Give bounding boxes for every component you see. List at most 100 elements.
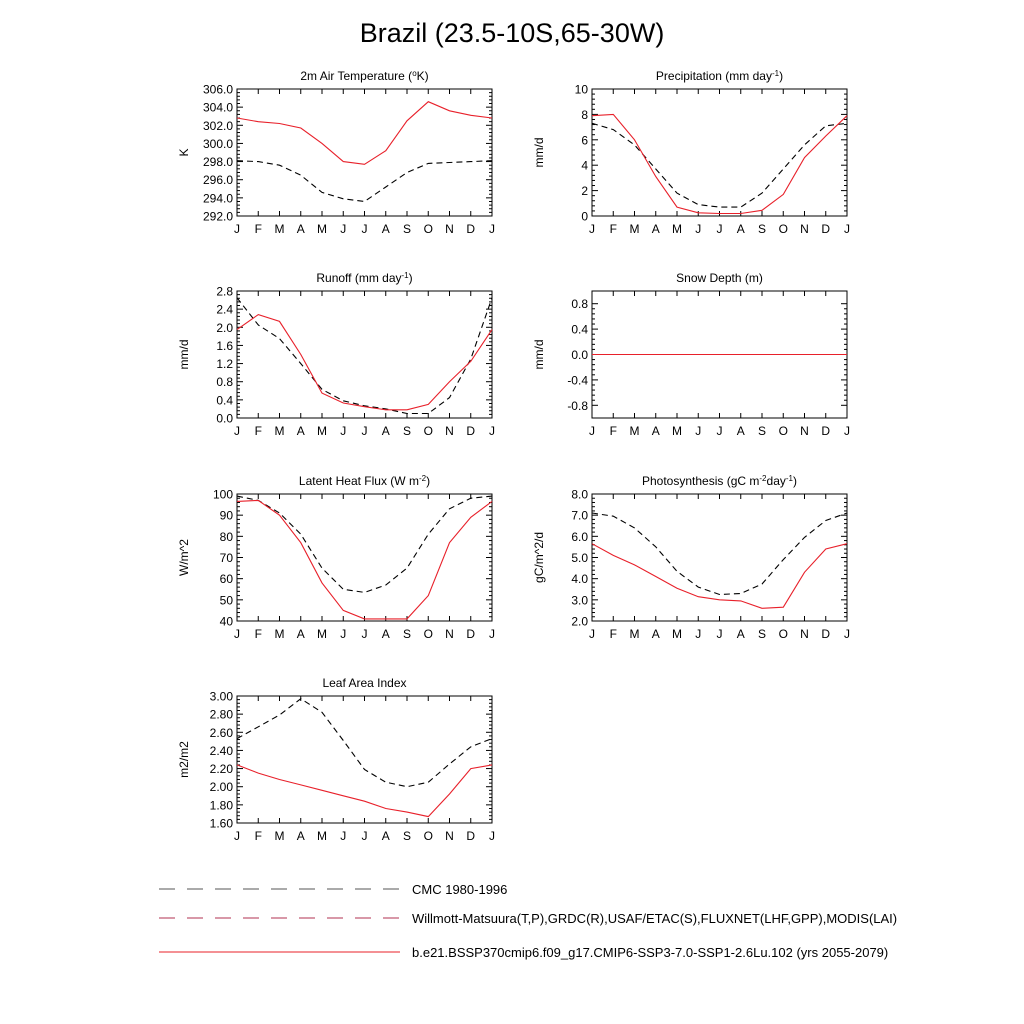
panel-title: Photosynthesis (gC m-2day-1)	[642, 474, 797, 489]
x-tick-label: J	[234, 424, 240, 438]
x-tick-label: N	[800, 627, 809, 641]
panel-title: Leaf Area Index	[322, 676, 406, 690]
x-tick-label: D	[466, 222, 475, 236]
series-line-model	[236, 101, 493, 165]
y-tick-label: 4.0	[571, 572, 588, 586]
x-tick-label: N	[445, 627, 454, 641]
x-tick-label: A	[652, 627, 660, 641]
x-tick-label: F	[610, 222, 617, 236]
y-tick-label: 0.0	[571, 348, 588, 362]
x-tick-label: F	[255, 829, 262, 843]
x-tick-label: D	[466, 424, 475, 438]
x-tick-label: A	[382, 424, 390, 438]
x-tick-label: A	[297, 829, 305, 843]
y-tick-label: 294.0	[203, 191, 233, 205]
panel-title: Latent Heat Flux (W m-2)	[299, 474, 430, 489]
x-tick-label: N	[445, 222, 454, 236]
x-tick-label: J	[717, 424, 723, 438]
series-line-model	[236, 313, 493, 411]
x-tick-label: A	[737, 627, 745, 641]
y-tick-label: 80	[220, 530, 234, 544]
figure-title: Brazil (23.5-10S,65-30W)	[359, 18, 665, 48]
series-line-observed	[236, 297, 493, 415]
x-tick-label: J	[589, 424, 595, 438]
y-tick-label: 6.0	[571, 530, 588, 544]
x-tick-label: J	[589, 627, 595, 641]
plot-frame	[591, 88, 848, 217]
series-line-model	[591, 543, 848, 609]
x-tick-label: J	[695, 424, 701, 438]
y-tick-label: 1.80	[210, 798, 234, 812]
x-tick-label: F	[610, 424, 617, 438]
x-tick-label: A	[737, 222, 745, 236]
y-tick-label: 2.8	[216, 285, 233, 299]
x-tick-label: S	[403, 424, 411, 438]
x-tick-label: D	[466, 829, 475, 843]
panel-3: J F M A M J J A S O N D J0.00.40.81.21.62.02.42.8Run…	[177, 271, 495, 439]
series-line-observed	[236, 160, 493, 203]
y-tick-label: 0.0	[216, 412, 233, 426]
y-tick-label: 50	[220, 593, 234, 607]
y-tick-label: 60	[220, 572, 234, 586]
plot-frame	[591, 493, 848, 622]
x-tick-label: F	[255, 222, 262, 236]
x-tick-label: D	[466, 627, 475, 641]
y-tick-label: 2	[581, 184, 588, 198]
plot-frame	[236, 695, 493, 824]
x-tick-label: S	[758, 424, 766, 438]
panel-title: Snow Depth (m)	[676, 271, 763, 285]
y-axis-label: mm/d	[532, 138, 546, 168]
legend-item: b.e21.BSSP370cmip6.f09_g17.CMIP6-SSP3-7.…	[159, 945, 888, 960]
y-tick-label: 2.00	[210, 780, 234, 794]
x-tick-label: O	[424, 627, 433, 641]
legend-label: Willmott-Matsuura(T,P),GRDC(R),USAF/ETAC…	[412, 911, 897, 926]
legend-label: CMC 1980-1996	[412, 882, 507, 897]
x-tick-label: M	[275, 627, 285, 641]
x-tick-label: M	[672, 222, 682, 236]
series-line-observed	[236, 698, 493, 788]
panel-1: J F M A M J J A S O N D J292.0294.0296.0298.0300.030…	[177, 69, 495, 237]
x-tick-label: J	[489, 222, 495, 236]
y-tick-label: -0.8	[567, 399, 588, 413]
x-tick-label: M	[275, 829, 285, 843]
x-tick-label: J	[340, 829, 346, 843]
legend: CMC 1980-1996 Willmott-Matsuura(T,P),GRDC…	[159, 882, 897, 960]
series-line-model	[591, 113, 848, 215]
panel-6: J F M A M J J A S O N D J2.03.04.05.06.07.08.0Photos…	[532, 474, 850, 642]
y-axis-label: mm/d	[177, 340, 191, 370]
x-tick-label: A	[382, 222, 390, 236]
y-tick-label: 0.8	[216, 375, 233, 389]
y-tick-label: 2.4	[216, 303, 233, 317]
plot-frame	[236, 88, 493, 217]
y-tick-label: 304.0	[203, 101, 233, 115]
x-tick-label: J	[362, 627, 368, 641]
y-tick-label: 2.20	[210, 762, 234, 776]
x-tick-label: M	[317, 222, 327, 236]
x-tick-label: O	[779, 424, 788, 438]
x-tick-label: J	[695, 627, 701, 641]
y-tick-label: 2.80	[210, 708, 234, 722]
x-tick-label: S	[403, 829, 411, 843]
y-tick-label: 100	[213, 488, 233, 502]
y-tick-label: 300.0	[203, 137, 233, 151]
y-axis-label: gC/m^2/d	[532, 532, 546, 583]
y-axis-label: mm/d	[532, 340, 546, 370]
x-tick-label: F	[255, 424, 262, 438]
y-tick-label: -0.4	[567, 373, 588, 387]
y-tick-label: 0.4	[571, 323, 588, 337]
x-tick-label: J	[362, 222, 368, 236]
x-tick-label: S	[403, 627, 411, 641]
x-tick-label: D	[821, 222, 830, 236]
y-tick-label: 70	[220, 551, 234, 565]
y-tick-label: 2.0	[216, 321, 233, 335]
series-line-model	[236, 499, 493, 620]
x-tick-label: M	[672, 627, 682, 641]
x-tick-label: M	[317, 424, 327, 438]
x-tick-label: J	[234, 829, 240, 843]
x-tick-label: F	[255, 627, 262, 641]
x-tick-label: S	[403, 222, 411, 236]
x-tick-label: N	[445, 424, 454, 438]
